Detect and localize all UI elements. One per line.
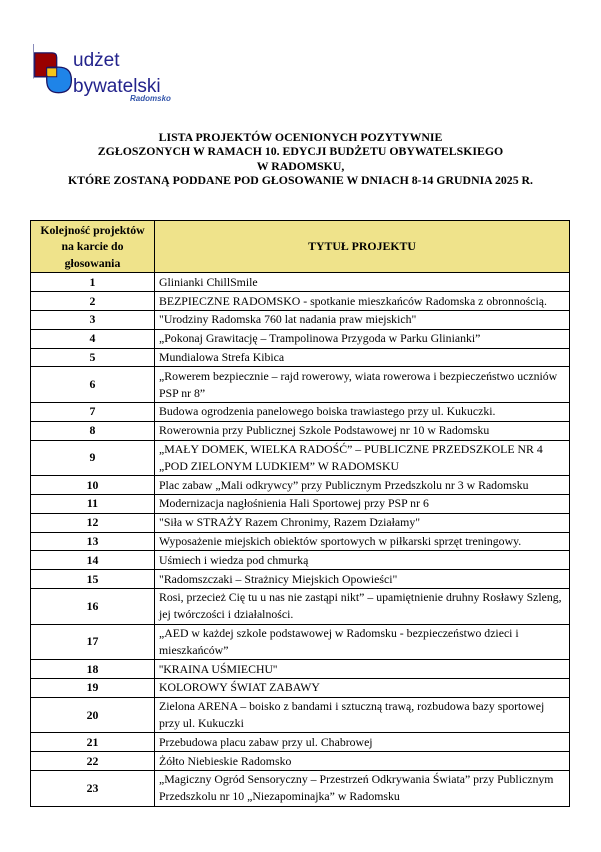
svg-text:Radomsko: Radomsko	[130, 94, 171, 103]
svg-text:udżet: udżet	[73, 50, 120, 71]
